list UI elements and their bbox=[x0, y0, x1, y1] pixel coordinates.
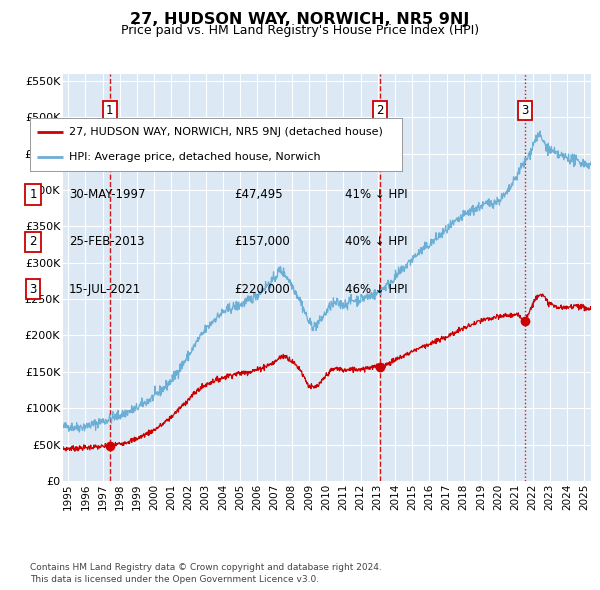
Text: 46% ↓ HPI: 46% ↓ HPI bbox=[345, 283, 407, 296]
Text: 2: 2 bbox=[29, 235, 37, 248]
Text: 3: 3 bbox=[521, 104, 529, 117]
Text: 40% ↓ HPI: 40% ↓ HPI bbox=[345, 235, 407, 248]
Text: This data is licensed under the Open Government Licence v3.0.: This data is licensed under the Open Gov… bbox=[30, 575, 319, 584]
Text: 1: 1 bbox=[106, 104, 113, 117]
Text: 25-FEB-2013: 25-FEB-2013 bbox=[69, 235, 145, 248]
Text: £47,495: £47,495 bbox=[234, 188, 283, 201]
Text: 1: 1 bbox=[29, 188, 37, 201]
Text: 2: 2 bbox=[376, 104, 384, 117]
Text: 27, HUDSON WAY, NORWICH, NR5 9NJ (detached house): 27, HUDSON WAY, NORWICH, NR5 9NJ (detach… bbox=[69, 127, 383, 137]
Text: £220,000: £220,000 bbox=[234, 283, 290, 296]
Text: 41% ↓ HPI: 41% ↓ HPI bbox=[345, 188, 407, 201]
Text: 3: 3 bbox=[29, 283, 37, 296]
Text: 30-MAY-1997: 30-MAY-1997 bbox=[69, 188, 146, 201]
Text: Price paid vs. HM Land Registry's House Price Index (HPI): Price paid vs. HM Land Registry's House … bbox=[121, 24, 479, 37]
Text: Contains HM Land Registry data © Crown copyright and database right 2024.: Contains HM Land Registry data © Crown c… bbox=[30, 563, 382, 572]
Text: 27, HUDSON WAY, NORWICH, NR5 9NJ: 27, HUDSON WAY, NORWICH, NR5 9NJ bbox=[130, 12, 470, 27]
Text: £157,000: £157,000 bbox=[234, 235, 290, 248]
Text: HPI: Average price, detached house, Norwich: HPI: Average price, detached house, Norw… bbox=[69, 152, 320, 162]
Text: 15-JUL-2021: 15-JUL-2021 bbox=[69, 283, 141, 296]
